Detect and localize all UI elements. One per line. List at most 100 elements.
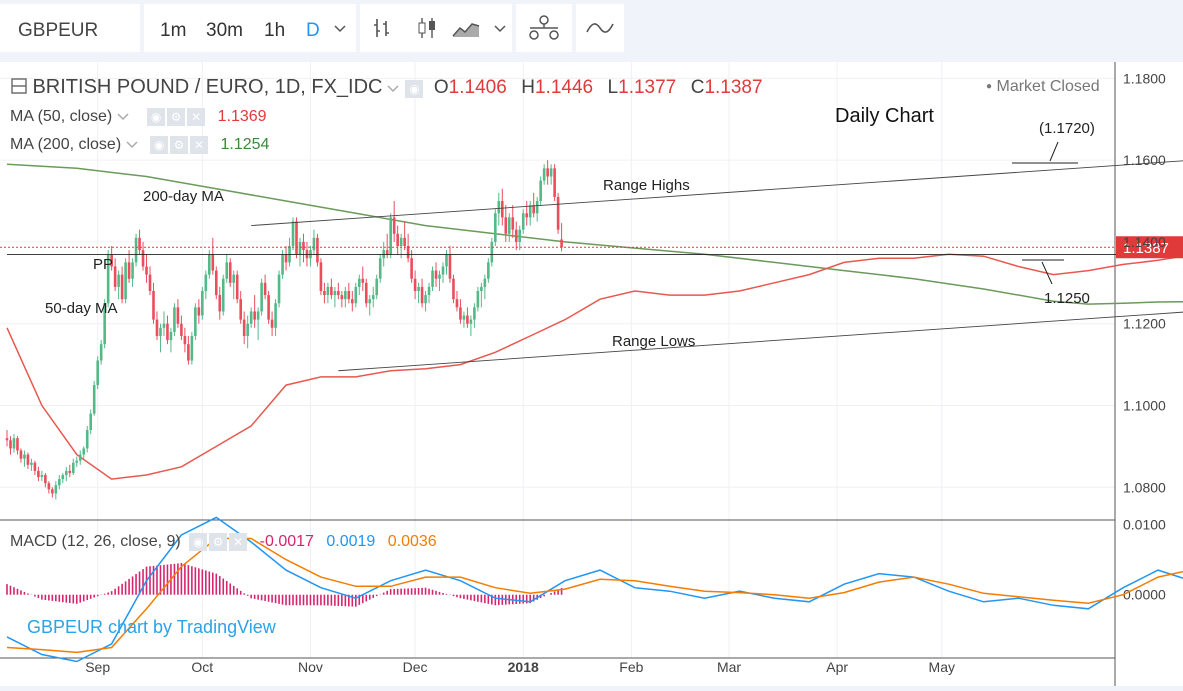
candle <box>124 258 127 304</box>
line-compare-icon[interactable] <box>586 20 614 36</box>
candle-body <box>469 319 473 324</box>
close-icon[interactable]: ✕ <box>190 136 209 154</box>
chart-container[interactable]: 1.1387 1.1800 1.1600 1.1400 1.1200 1.1000 1.08… <box>0 62 1183 686</box>
x-tick-label: Oct <box>191 659 213 675</box>
candle <box>194 303 197 341</box>
candle <box>75 456 79 467</box>
candle-body <box>176 307 180 324</box>
interval-30m[interactable]: 30m <box>206 20 243 41</box>
candle <box>263 274 267 300</box>
candle-body <box>424 295 427 304</box>
macd-line <box>6 516 1183 663</box>
candle-body <box>514 229 518 242</box>
candle <box>221 274 225 316</box>
candle-body <box>295 221 298 255</box>
candle-body <box>480 286 483 291</box>
candle-body <box>51 489 54 494</box>
candle <box>361 266 365 291</box>
interval-1m[interactable]: 1m <box>160 20 187 41</box>
macd-tick-label: 0.0000 <box>1123 587 1166 603</box>
candle <box>490 237 494 267</box>
candle <box>504 205 508 242</box>
interval-1h[interactable]: 1h <box>264 20 286 41</box>
compare-group <box>576 4 624 52</box>
candle-body <box>312 237 316 251</box>
candle-body <box>214 270 218 296</box>
chevron-down-icon[interactable] <box>334 24 346 34</box>
candle-body <box>113 266 117 287</box>
collapse-legend-icon[interactable] <box>10 77 28 95</box>
candle-body <box>134 237 138 263</box>
candle <box>406 233 410 263</box>
candle <box>270 311 274 336</box>
candle-body <box>201 291 204 316</box>
candle-body <box>61 475 65 480</box>
close-icon[interactable]: ✕ <box>187 108 206 126</box>
candle <box>106 250 110 308</box>
gear-icon[interactable]: ⚙ <box>170 136 189 154</box>
candle <box>302 233 305 263</box>
candlestick-icon[interactable] <box>416 16 438 40</box>
candle <box>326 282 330 304</box>
candle-body <box>9 440 12 449</box>
area-chart-icon[interactable] <box>452 18 480 38</box>
chevron-down-icon[interactable] <box>117 111 129 121</box>
indicators-icon[interactable] <box>528 14 560 42</box>
candle-body <box>431 270 434 287</box>
candle <box>246 315 249 349</box>
candle <box>113 258 117 291</box>
candle <box>445 250 448 275</box>
candle <box>284 246 288 271</box>
gear-icon[interactable]: ⚙ <box>209 533 228 551</box>
chevron-down-icon[interactable] <box>494 24 506 34</box>
annotation-200-day-ma: 200-day MA <box>143 188 224 205</box>
candle <box>403 221 406 251</box>
candle <box>99 340 103 365</box>
eye-icon[interactable]: ◉ <box>150 136 169 154</box>
candle-body <box>155 319 159 336</box>
candle <box>68 464 72 478</box>
eye-icon[interactable]: ◉ <box>405 79 424 98</box>
eye-icon[interactable]: ◉ <box>189 533 208 551</box>
close-icon[interactable]: ✕ <box>229 533 248 551</box>
candle <box>173 303 176 336</box>
candle-body <box>256 311 260 320</box>
gear-icon[interactable]: ⚙ <box>167 108 186 126</box>
candle <box>500 188 504 226</box>
candle <box>141 241 145 271</box>
candle <box>396 225 399 255</box>
candle-body <box>141 250 145 267</box>
symbol-box[interactable]: GBPEUR <box>0 4 140 52</box>
candle-body <box>291 221 295 247</box>
eye-icon[interactable]: ◉ <box>147 108 166 126</box>
chevron-down-icon[interactable] <box>126 139 138 149</box>
chevron-down-icon[interactable] <box>387 83 399 93</box>
candle-body <box>71 462 75 473</box>
target-high-pointer <box>1049 141 1059 162</box>
candle <box>117 270 120 300</box>
candle <box>312 229 316 255</box>
ohlc-open-label: O <box>433 77 449 98</box>
candle-body <box>448 254 452 279</box>
candle <box>253 295 256 328</box>
candle-body <box>103 303 106 345</box>
candle <box>340 291 344 308</box>
bar-chart-icon[interactable] <box>372 17 394 39</box>
candle-body <box>500 201 504 218</box>
candle <box>448 246 452 283</box>
candle-body <box>368 299 372 304</box>
annotation-range-lows: Range Lows <box>612 333 695 350</box>
candle-body <box>518 229 522 242</box>
macd-hist-value: -0.0017 <box>259 533 314 551</box>
chart-canvas[interactable]: 1.1387 1.1800 1.1600 1.1400 1.1200 1.1000 1.08… <box>0 62 1183 686</box>
candle-body <box>232 274 236 283</box>
interval-d[interactable]: D <box>306 20 320 41</box>
candle-body <box>302 241 305 251</box>
candle-body <box>344 291 347 300</box>
candle-body <box>473 307 476 320</box>
candle-body <box>396 233 399 247</box>
candle-body <box>357 278 361 287</box>
candle-body <box>239 299 242 320</box>
candle <box>507 213 511 242</box>
candle <box>249 307 253 328</box>
